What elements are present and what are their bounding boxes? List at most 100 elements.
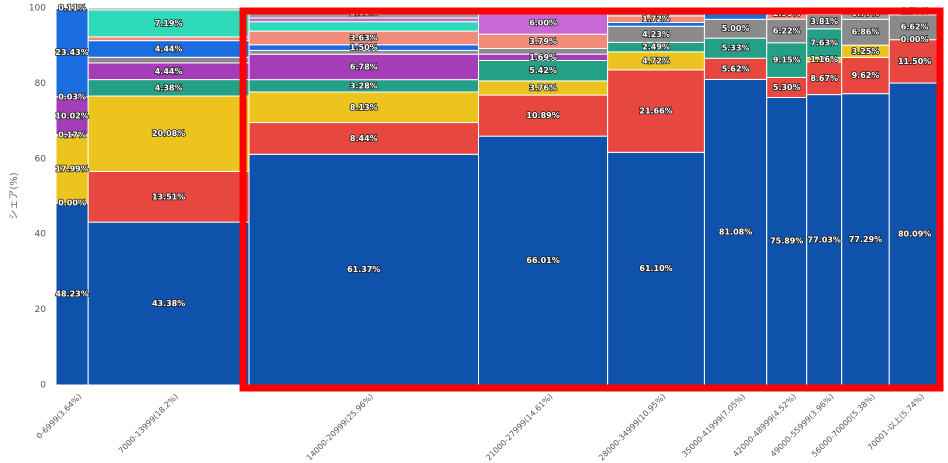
x-tick-label: 0-6999(3.64%) (35, 392, 84, 441)
bar-segment (766, 96, 808, 386)
segment-label: 8.13% (350, 103, 378, 112)
segment-label: 11.50% (898, 57, 931, 66)
segment-label: 9.62% (852, 71, 880, 80)
x-tick-label: 14000-20999(25.96%) (305, 392, 375, 462)
segment-label: 4.72% (642, 56, 670, 65)
segment-label: 3.79% (529, 37, 557, 46)
bar-segment (607, 69, 705, 153)
segment-label: 1.69% (529, 53, 557, 62)
bar-segment (87, 7, 250, 11)
segment-label: 8.67% (810, 74, 838, 83)
bar-segment (703, 78, 768, 386)
segment-label: 0.11% (58, 4, 86, 13)
x-tick-label: 28000-34999(10.95%) (597, 392, 667, 462)
bar-segment (478, 135, 609, 386)
segment-label: 43.38% (152, 299, 185, 308)
bar-segment (248, 91, 480, 124)
segment-label: 6.22% (773, 26, 801, 35)
segment-label: 5.42% (529, 66, 557, 75)
segment-label: 0.00% (901, 35, 929, 44)
segment-label: 77.03% (808, 235, 841, 244)
bar-segment (55, 202, 89, 386)
segment-label: 61.10% (639, 264, 672, 273)
segment-label: 4.44% (155, 44, 183, 53)
segment-label: 6.86% (852, 28, 880, 37)
bar-segment (87, 9, 250, 38)
segment-label: 4.23% (642, 30, 670, 39)
segment-label: 2.49% (642, 43, 670, 52)
segment-label: 17.99% (55, 165, 88, 174)
segment-label: 13.51% (152, 192, 185, 201)
bar-segment (841, 93, 890, 386)
segment-label: 10.89% (526, 111, 559, 120)
y-tick-label: 100 (29, 4, 46, 14)
y-tick-label: 80 (35, 79, 47, 89)
segment-label: 0.03% (58, 92, 86, 101)
segment-label: 5.30% (773, 83, 801, 92)
y-tick-label: 60 (35, 154, 47, 164)
segment-label: 3.81% (810, 17, 838, 26)
bar-segment (248, 17, 480, 23)
bar-segment (766, 42, 808, 78)
segment-label: 1.72% (642, 15, 670, 24)
bar-segment (248, 153, 480, 386)
bar-segment (248, 122, 480, 155)
bar-segment (703, 13, 768, 20)
bar-segment (806, 94, 843, 386)
segment-label: 66.01% (526, 256, 559, 265)
segment-label: 0.17% (58, 130, 86, 139)
segment-label: 3.63% (350, 33, 378, 42)
bars (55, 7, 941, 386)
segment-label: 8.44% (350, 134, 378, 143)
segment-label: 20.08% (152, 129, 185, 138)
segment-labels: 48.23% 0.00% 17.99% 0.17% 10.02% 0.03% 23.43% 0… (55, 3, 932, 309)
highlight-box (239, 7, 944, 392)
bar-segment (607, 151, 705, 386)
segment-label: 81.08% (719, 228, 752, 237)
segment-label: 7.63% (810, 39, 838, 48)
segment-label: 21.66% (639, 107, 672, 116)
segment-label: 5.62% (722, 64, 750, 73)
segment-label: 3.76% (529, 83, 557, 92)
segment-label: 77.29% (849, 235, 882, 244)
segment-label: 4.38% (155, 83, 183, 92)
bar-segment (87, 56, 250, 64)
segment-label: 23.43% (55, 48, 88, 57)
bar-segment (55, 134, 89, 204)
y-tick-label: 0 (40, 381, 46, 391)
segment-label: 4.44% (155, 67, 183, 76)
bar-segment (248, 21, 480, 32)
y-tick-label: 40 (35, 230, 47, 240)
segment-label: 6.78% (350, 62, 378, 71)
bar-segment (87, 36, 250, 42)
x-tick-label: 70001-以上(5.74%) (866, 392, 926, 452)
bar-segment (888, 39, 941, 84)
bar-segment (87, 221, 250, 386)
segment-label: 6.00% (529, 18, 557, 27)
segment-label: 5.33% (722, 44, 750, 53)
x-tick-label: 21000-27999(14.61%) (484, 392, 554, 462)
segment-label: 5.00% (722, 24, 750, 33)
y-tick-label: 20 (35, 305, 47, 315)
bar-segment (841, 56, 890, 95)
segment-label: 6.62% (901, 23, 929, 32)
segment-label: 61.37% (347, 265, 380, 274)
segment-label: 7.19% (155, 19, 183, 28)
bar-segment (87, 95, 250, 172)
y-axis-label: シェア(%) (9, 172, 20, 219)
x-tick-label: 7000-13999(18.2%) (117, 392, 180, 455)
segment-label: 3.25% (852, 47, 880, 56)
segment-label: 80.09% (898, 230, 931, 239)
segment-label: 1.16% (810, 55, 838, 64)
segment-label: 10.02% (55, 111, 88, 120)
segment-label: 3.28% (350, 81, 378, 90)
segment-label: 1.50% (350, 43, 378, 52)
x-axis: 0-6999(3.64%) 7000-13999(18.2%) 14000-2099… (35, 392, 926, 462)
segment-label: 0.00% (58, 199, 86, 208)
segment-label: 75.89% (770, 237, 803, 246)
bar-segment (478, 94, 609, 137)
segment-label: 9.15% (773, 56, 801, 65)
segment-label: 48.23% (55, 290, 88, 299)
y-axis: 0 20 40 60 80 100 (29, 4, 46, 391)
